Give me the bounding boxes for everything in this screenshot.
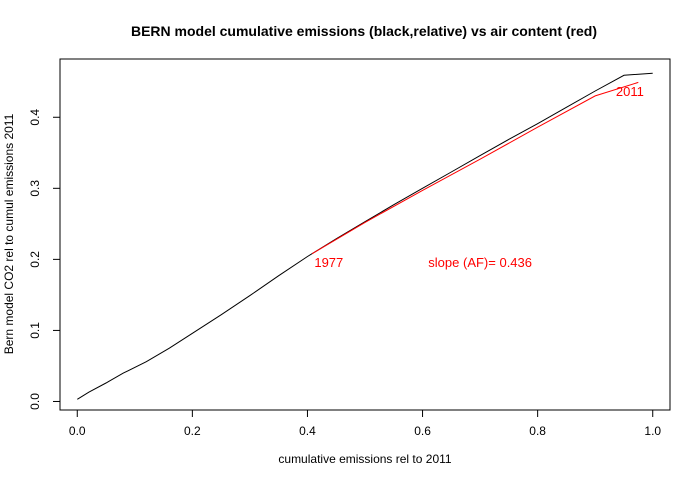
x-axis: 0.0 0.2 0.4 0.6 0.8 1.0 [69,409,661,438]
x-tick-label: 0.8 [529,424,546,438]
x-tick-label: 0.4 [299,424,316,438]
series-line-red [311,81,639,255]
y-tick-label: 0.2 [28,251,42,268]
annotation-label: 1977 [314,255,343,270]
y-tick-label: 0.1 [28,322,42,339]
x-tick-label: 0.6 [414,424,431,438]
y-tick-label: 0.4 [28,109,42,126]
y-tick-label: 0.0 [28,393,42,410]
series-line-black [77,72,653,400]
y-tick-label: 0.3 [28,180,42,197]
annotation-layer: 1977 slope (AF)= 0.436 2011 [314,84,644,270]
x-tick-label: 1.0 [644,424,661,438]
x-axis-label: cumulative emissions rel to 2011 [278,452,452,466]
annotation-label: 2011 [616,84,644,99]
y-axis-label: Bern model CO2 rel to cumul emissions 20… [2,113,16,354]
plot-frame [59,58,671,411]
y-axis: 0.0 0.1 0.2 0.3 0.4 [28,109,61,410]
x-tick-label: 0.2 [184,424,201,438]
chart-title: BERN model cumulative emissions (black,r… [131,23,597,39]
x-tick-label: 0.0 [69,424,86,438]
annotation-label: slope (AF)= 0.436 [428,255,532,270]
series-layer [77,72,653,400]
